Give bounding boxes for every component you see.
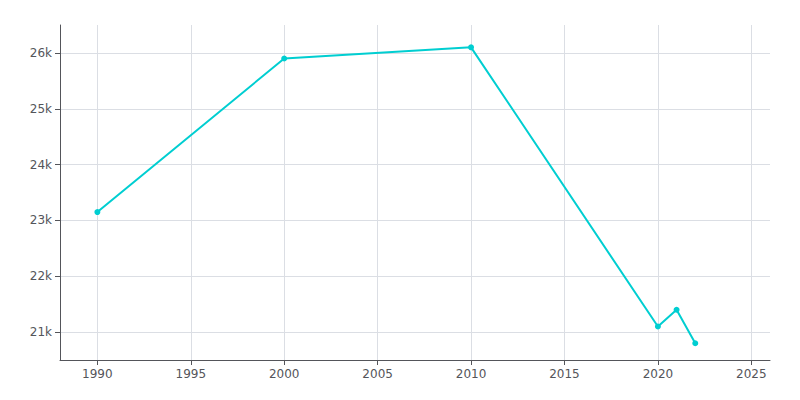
svg-text:1995: 1995 [176, 367, 207, 381]
svg-text:2020: 2020 [643, 367, 674, 381]
svg-text:24k: 24k [30, 158, 52, 172]
svg-text:1990: 1990 [82, 367, 113, 381]
svg-text:25k: 25k [30, 102, 52, 116]
svg-text:23k: 23k [30, 213, 52, 227]
svg-text:2025: 2025 [736, 367, 767, 381]
svg-text:2000: 2000 [269, 367, 300, 381]
svg-text:22k: 22k [30, 269, 52, 283]
svg-text:2015: 2015 [549, 367, 580, 381]
svg-text:2005: 2005 [362, 367, 393, 381]
svg-text:21k: 21k [30, 325, 52, 339]
svg-text:26k: 26k [30, 46, 52, 60]
svg-text:2010: 2010 [456, 367, 487, 381]
